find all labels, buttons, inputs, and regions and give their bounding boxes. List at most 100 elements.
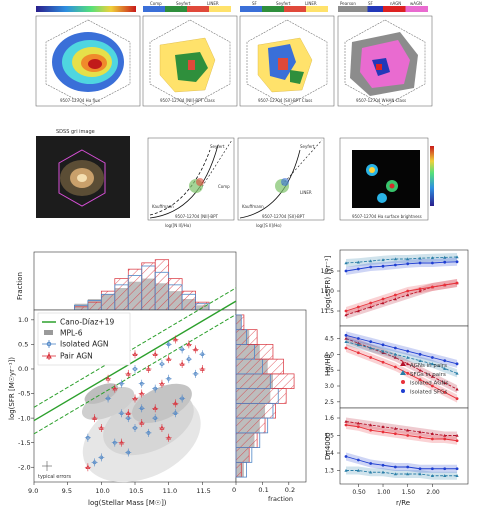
- radial-point: [381, 463, 385, 467]
- radial-point: [406, 349, 410, 353]
- right-hist-pair-bar: [235, 373, 295, 389]
- right-hist-pair-bar: [235, 447, 250, 463]
- radial-ytick-label: 11.5: [321, 308, 335, 315]
- radial-point: [430, 356, 434, 359]
- radial-band: [346, 417, 458, 440]
- radial-point: [369, 265, 373, 269]
- right-xtick-label: 0.1: [258, 486, 268, 494]
- radial-point: [369, 340, 373, 344]
- radial-point: [393, 355, 397, 359]
- cano-line-1: [33, 287, 237, 408]
- sii-bpt-class-map: 9507-12704 [SII]-BPT Class: [239, 6, 335, 107]
- svg-text:nAGN: nAGN: [390, 1, 401, 6]
- radial-point: [406, 465, 410, 469]
- isolated-agn-point: [91, 458, 98, 467]
- isolated-agn-point: [98, 453, 105, 462]
- balmer-ylabel: Hα/Hβ: [324, 354, 332, 376]
- main-xtick-label: 9.0: [28, 487, 38, 495]
- right-hist-iso-bar: [235, 314, 242, 331]
- radial-point: [455, 260, 459, 264]
- legend-cano-label: Cano-Díaz+19: [60, 318, 114, 327]
- radial-point: [381, 343, 385, 347]
- radial-point: [455, 439, 459, 443]
- isolated-agn-point: [111, 438, 118, 447]
- main-ytick-label: -2.0: [18, 463, 31, 471]
- radial-ytick-label: 11.0: [321, 288, 335, 295]
- right-hist-pair-bar: [235, 461, 242, 478]
- nii-bpt-class-map: 9507-12704 [NII]-BPT Class: [142, 6, 238, 107]
- radial-point: [381, 360, 385, 364]
- pair-agn-point: [199, 364, 206, 373]
- isolated-agn-point: [125, 448, 132, 457]
- radial-point: [344, 309, 348, 313]
- radial-point: [344, 269, 348, 273]
- isolated-agn-point: [179, 345, 186, 354]
- radial-point: [406, 257, 410, 261]
- pair-agn-point: [185, 340, 192, 349]
- radial-ytick-label: 1.6: [324, 415, 334, 422]
- radial-point: [455, 474, 459, 478]
- radial-ytick-label: 1.3: [324, 468, 334, 475]
- cano-diaz-relation: [33, 287, 237, 435]
- dn-ylabel: Dn4000: [324, 432, 332, 460]
- pair-agn-point: [125, 409, 132, 418]
- radial-point: [369, 301, 373, 305]
- radial-point: [418, 359, 422, 362]
- radial-point: [356, 351, 360, 355]
- radial-point: [393, 346, 397, 350]
- radial-ytick-label: 4.0: [324, 351, 334, 358]
- radial-point: [418, 435, 422, 439]
- radial-point: [430, 474, 434, 478]
- radial-point: [443, 283, 447, 287]
- main-ylabel: log(SFR [M☉yr⁻¹]): [8, 357, 16, 420]
- legend-isolated-marker: [46, 341, 52, 347]
- svg-text:typical errors: typical errors: [38, 474, 71, 480]
- svg-text:Seyfert: Seyfert: [176, 1, 191, 6]
- radial-point: [406, 371, 410, 375]
- right-hist-xlabel: fraction: [268, 495, 293, 503]
- radial-band: [346, 279, 458, 319]
- halpha-surface-brightness-map: 9507-12704 Hα surface brightness: [339, 137, 434, 221]
- radial-point: [455, 255, 459, 259]
- right-hist-pair-bar: [235, 417, 266, 434]
- radial-point: [381, 470, 385, 474]
- radial-point: [356, 309, 360, 313]
- isolated-agn-point: [138, 404, 145, 413]
- radial-legend: AGNs in pairs SFGs in pairs Isolated AGN…: [400, 361, 449, 396]
- radial-series-2: [344, 417, 459, 440]
- radial-point: [443, 381, 447, 385]
- right-hist-pair-bar: [235, 314, 245, 331]
- whan-class-map: 9507-12704 WHAN Class: [337, 6, 433, 107]
- main-xtick-label: 9.5: [62, 487, 72, 495]
- radial-point: [443, 474, 447, 478]
- pair-agn-point: [91, 414, 98, 423]
- top-histogram: Fraction: [16, 251, 237, 311]
- svg-text:Isolated AGNs: Isolated AGNs: [410, 381, 449, 387]
- radial-ytick-label: 10.5: [321, 268, 335, 275]
- main-xtick-label: 11.0: [163, 487, 177, 495]
- radial-point: [430, 432, 434, 436]
- pair-agn-point: [98, 423, 105, 432]
- radial-point: [406, 434, 410, 437]
- radial-point: [443, 255, 447, 259]
- ssfr-ylabel: log(sSFR) [yr⁻¹]: [324, 255, 332, 310]
- radial-point: [369, 470, 373, 474]
- radial-series-1: [344, 331, 459, 368]
- svg-text:SF: SF: [252, 1, 258, 6]
- radial-point: [406, 293, 410, 297]
- radial-point: [393, 465, 397, 469]
- radial-xtick-label: 1.50: [402, 489, 416, 496]
- main-sfr-mass-chart: Fraction Cano-Díaz+19 MPL-6 Isolated AGN: [8, 251, 307, 507]
- radial-point: [455, 467, 459, 471]
- isolated-agn-point: [132, 423, 138, 432]
- svg-text:wAGN: wAGN: [410, 1, 422, 6]
- main-ytick-label: -1.0: [18, 414, 31, 422]
- radial-point: [418, 287, 422, 291]
- radial-line: [345, 421, 458, 436]
- radial-series-2: [344, 466, 459, 480]
- svg-text:LINER: LINER: [305, 1, 317, 6]
- radial-point: [393, 257, 397, 261]
- radial-band: [346, 253, 458, 267]
- svg-text:LINER: LINER: [300, 190, 312, 195]
- radial-point: [356, 260, 360, 264]
